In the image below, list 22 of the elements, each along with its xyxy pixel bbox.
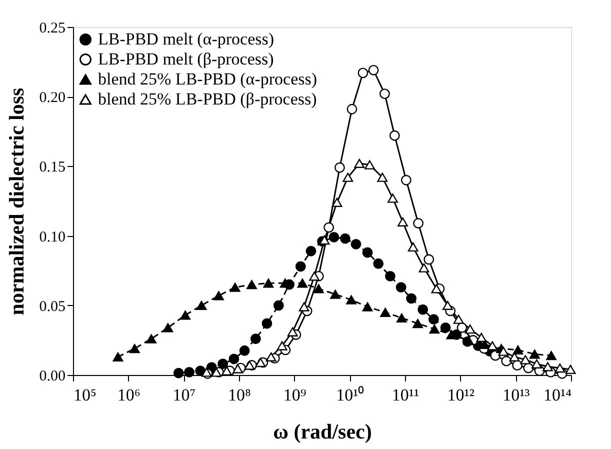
legend-label: LB-PBD melt (α-process): [98, 30, 274, 48]
x-tick-label: 10¹⁴: [543, 386, 572, 404]
x-tick-label: 10¹³: [502, 386, 530, 404]
x-axis-title: ω (rad/sec): [273, 420, 372, 444]
legend-label: LB-PBD melt (β-process): [98, 50, 274, 68]
x-tick-label: 10¹⁰: [336, 386, 364, 404]
y-tick-label: 0.05: [39, 298, 66, 315]
y-tick-label: 0.20: [39, 90, 66, 106]
x-tick-label: 10⁸: [228, 386, 252, 404]
x-tick-label: 10¹¹: [392, 386, 420, 404]
y-axis-title: normalized dielectric loss: [4, 88, 28, 316]
x-tick-label: 10⁷: [172, 386, 196, 404]
x-tick-label: 10⁹: [283, 386, 306, 404]
legend-label: blend 25% LB-PBD (α-process): [98, 70, 318, 88]
y-tick-label: 0.25: [39, 20, 66, 36]
x-tick-label: 10⁵: [74, 386, 96, 404]
x-tick-label: 10⁶: [117, 386, 140, 404]
y-tick-label: 0.10: [39, 229, 66, 246]
y-tick-label: 0.00: [39, 368, 66, 384]
y-tick-label: 0.15: [39, 160, 66, 176]
x-tick-label: 10¹²: [447, 386, 474, 404]
legend-label: blend 25% LB-PBD (β-process): [98, 90, 317, 108]
